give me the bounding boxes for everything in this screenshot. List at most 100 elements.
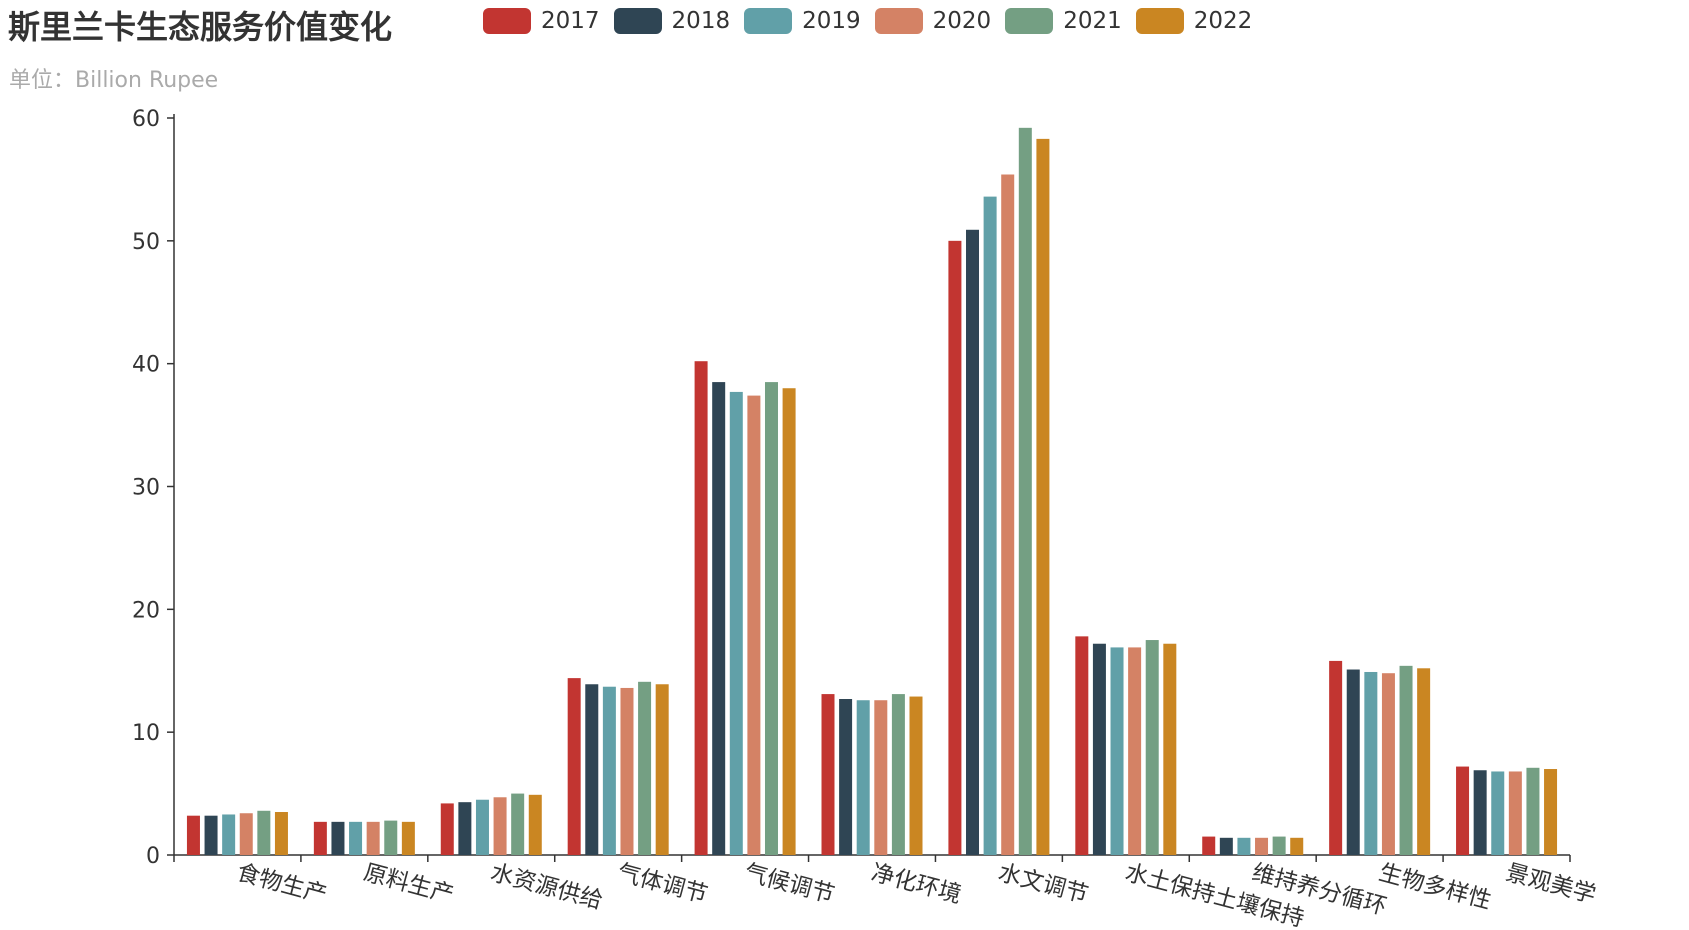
bar-2017-8[interactable] <box>1202 836 1216 855</box>
bar-2017-1[interactable] <box>313 821 327 855</box>
bar-2020-8[interactable] <box>1255 837 1269 855</box>
x-tick-label: 气候调节 <box>742 860 838 909</box>
bar-2021-8[interactable] <box>1272 836 1286 855</box>
x-tick-label: 生物多样性 <box>1376 860 1494 915</box>
bar-2022-1[interactable] <box>401 821 415 855</box>
bar-2022-7[interactable] <box>1163 643 1177 855</box>
bar-2021-6[interactable] <box>1018 127 1032 855</box>
chart-subtitle: 单位：Billion Rupee <box>9 68 219 93</box>
bar-2021-3[interactable] <box>638 681 652 855</box>
bar-2022-2[interactable] <box>528 794 542 855</box>
x-tick-label: 景观美学 <box>1503 860 1599 909</box>
bar-2019-4[interactable] <box>729 391 743 855</box>
bar-2019-2[interactable] <box>475 799 489 855</box>
bar-2020-5[interactable] <box>874 700 888 855</box>
bar-2019-10[interactable] <box>1491 771 1505 855</box>
bar-2017-9[interactable] <box>1329 660 1343 855</box>
legend-label: 2019 <box>802 8 861 34</box>
legend-label: 2017 <box>541 8 600 34</box>
bar-2017-3[interactable] <box>567 678 581 855</box>
x-tick-label: 水资源供给 <box>488 860 606 915</box>
bar-2022-6[interactable] <box>1036 138 1050 855</box>
bar-2022-5[interactable] <box>909 696 923 855</box>
y-tick-label: 30 <box>132 476 160 501</box>
y-tick-label: 10 <box>132 721 160 746</box>
bar-2020-3[interactable] <box>620 687 634 855</box>
bar-2021-5[interactable] <box>891 694 905 855</box>
bar-2020-4[interactable] <box>747 395 761 855</box>
bar-2018-1[interactable] <box>331 821 345 855</box>
legend-label: 2022 <box>1193 8 1253 34</box>
bar-2018-10[interactable] <box>1473 770 1487 855</box>
legend-label: 2018 <box>671 8 731 34</box>
bar-2017-7[interactable] <box>1075 636 1089 855</box>
bar-2018-4[interactable] <box>712 382 726 855</box>
bar-2019-1[interactable] <box>349 821 363 855</box>
bar-2017-10[interactable] <box>1456 766 1470 855</box>
bar-2022-9[interactable] <box>1417 668 1431 855</box>
bar-2021-7[interactable] <box>1145 640 1159 855</box>
legend-item-2020[interactable]: 2020 <box>874 8 992 34</box>
bar-2017-4[interactable] <box>694 361 708 855</box>
bar-2021-2[interactable] <box>511 793 525 855</box>
legend-swatch <box>874 8 923 34</box>
legend-item-2017[interactable]: 2017 <box>483 8 600 34</box>
bar-2019-0[interactable] <box>222 814 236 855</box>
bar-2022-0[interactable] <box>274 812 288 855</box>
x-tick-label: 净化环境 <box>868 860 964 909</box>
bar-2020-9[interactable] <box>1381 673 1395 855</box>
bar-2019-6[interactable] <box>983 196 997 856</box>
bar-2022-4[interactable] <box>782 388 796 855</box>
bar-2021-1[interactable] <box>384 820 398 855</box>
bar-2018-0[interactable] <box>204 815 218 855</box>
legend-item-2022[interactable]: 2022 <box>1135 8 1253 34</box>
bar-2020-7[interactable] <box>1128 647 1142 855</box>
legend-swatch <box>613 8 662 34</box>
bar-2020-2[interactable] <box>493 797 507 855</box>
bar-2017-0[interactable] <box>186 815 200 855</box>
legend-item-2019[interactable]: 2019 <box>744 8 861 34</box>
bar-2020-6[interactable] <box>1001 174 1015 856</box>
bar-2017-2[interactable] <box>440 803 454 855</box>
legend-label: 2021 <box>1063 8 1122 34</box>
bar-2018-2[interactable] <box>458 802 472 855</box>
bar-2020-10[interactable] <box>1508 771 1522 855</box>
bar-2020-1[interactable] <box>366 821 380 855</box>
bar-2019-3[interactable] <box>602 686 616 855</box>
bar-2022-10[interactable] <box>1544 769 1558 855</box>
bar-2021-10[interactable] <box>1526 767 1540 855</box>
bar-2017-6[interactable] <box>948 240 962 855</box>
bar-2017-5[interactable] <box>821 694 835 855</box>
bar-2018-9[interactable] <box>1346 669 1360 855</box>
legend-item-2018[interactable]: 2018 <box>613 8 731 34</box>
x-tick-label: 水文调节 <box>995 860 1091 909</box>
bar-2022-8[interactable] <box>1290 837 1304 855</box>
bar-2021-9[interactable] <box>1399 665 1413 855</box>
legend-label: 2020 <box>932 8 992 34</box>
y-tick-label: 40 <box>132 353 160 378</box>
bar-2019-5[interactable] <box>856 700 870 855</box>
bar-2022-3[interactable] <box>655 684 669 855</box>
bar-2019-7[interactable] <box>1110 647 1124 855</box>
bar-2018-8[interactable] <box>1219 837 1233 855</box>
bar-2021-0[interactable] <box>257 810 271 855</box>
bar-2020-0[interactable] <box>239 813 253 855</box>
y-tick-label: 50 <box>132 230 160 255</box>
bar-2019-8[interactable] <box>1237 837 1251 855</box>
y-tick-label: 0 <box>146 844 160 869</box>
bar-2018-7[interactable] <box>1092 643 1106 855</box>
bar-2018-5[interactable] <box>839 699 853 855</box>
bar-2018-3[interactable] <box>585 684 599 855</box>
chart-bars <box>186 127 1558 856</box>
bar-2021-4[interactable] <box>764 382 778 855</box>
bar-2018-6[interactable] <box>966 229 980 855</box>
chart-title: 斯里兰卡生态服务价值变化 <box>8 8 393 46</box>
legend-swatch <box>744 8 793 34</box>
y-tick-label: 60 <box>132 107 160 132</box>
legend-swatch <box>483 8 531 34</box>
legend-item-2021[interactable]: 2021 <box>1005 8 1122 34</box>
bar-2019-9[interactable] <box>1364 671 1378 855</box>
x-tick-label: 原料生产 <box>361 860 457 909</box>
x-tick-label: 气体调节 <box>615 860 711 909</box>
